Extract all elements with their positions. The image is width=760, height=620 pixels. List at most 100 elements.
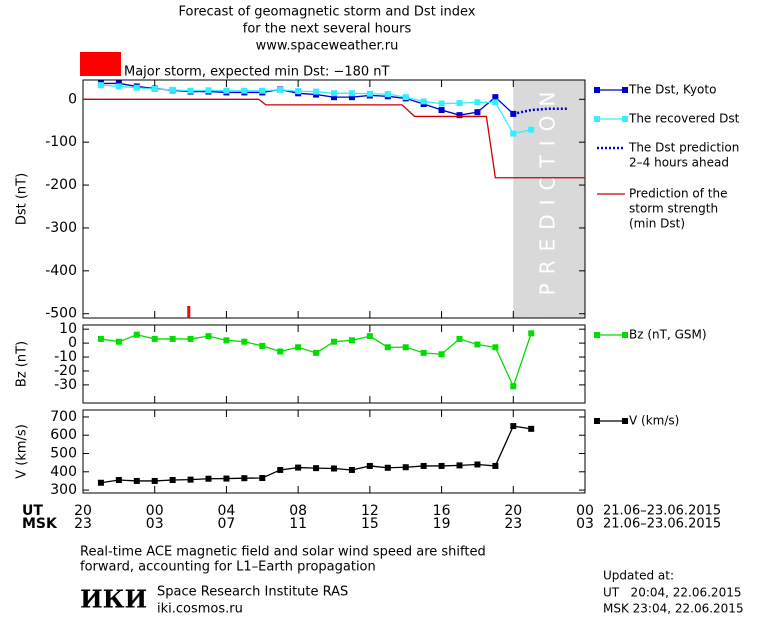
legend-label: (min Dst) — [629, 217, 685, 231]
x-tick-label: 12 — [361, 503, 379, 519]
point — [151, 477, 158, 484]
x2-tick-label: 19 — [433, 516, 451, 532]
point — [277, 466, 284, 473]
y-tick-label: -100 — [45, 134, 77, 150]
updated: Updated at: — [603, 569, 674, 583]
y-tick-label: -300 — [45, 220, 77, 236]
point — [366, 462, 373, 469]
legend-marker — [594, 418, 600, 424]
x-tick-label: 20 — [74, 503, 92, 519]
note: Real-time ACE magnetic field and solar w… — [80, 545, 486, 560]
x-tick-label: 00 — [576, 503, 594, 519]
x-tick-label: 00 — [146, 503, 164, 519]
x2-tick-label: 03 — [576, 516, 594, 532]
y-tick-label: 700 — [50, 409, 77, 425]
y-tick-label: -200 — [45, 177, 77, 193]
series-line — [100, 333, 532, 389]
legend-label: V (km/s) — [629, 414, 679, 428]
point — [402, 344, 409, 351]
point — [241, 87, 248, 94]
x2-tick-label: 07 — [218, 516, 236, 532]
y-tick-label: 300 — [50, 482, 77, 498]
y-tick-label: 600 — [50, 427, 77, 443]
prediction-label: PREDICTION — [536, 83, 560, 296]
point — [510, 130, 517, 137]
point — [456, 335, 463, 342]
point — [277, 86, 284, 93]
point — [528, 126, 535, 133]
legend-label: storm strength — [629, 202, 718, 216]
point — [420, 349, 427, 356]
point — [97, 479, 104, 486]
point — [438, 351, 445, 358]
panel-frame — [82, 79, 586, 319]
point — [313, 349, 320, 356]
y-tick-label: -30 — [54, 377, 77, 393]
point — [492, 462, 499, 469]
panel-frame — [82, 409, 586, 494]
point — [402, 464, 409, 471]
point — [115, 477, 122, 484]
y-tick-label: 10 — [59, 321, 77, 337]
point — [438, 100, 445, 107]
legend-marker — [622, 332, 628, 338]
y-tick-label: -500 — [45, 306, 77, 322]
title: www.spaceweather.ru — [256, 39, 399, 54]
point — [295, 344, 302, 351]
legend-label: 2–4 hours ahead — [629, 156, 729, 170]
point — [313, 465, 320, 472]
point — [169, 477, 176, 484]
point — [205, 333, 212, 340]
point — [492, 99, 499, 106]
legend-marker — [622, 116, 628, 122]
point — [97, 335, 104, 342]
point — [313, 88, 320, 95]
point — [205, 87, 212, 94]
point — [313, 91, 320, 98]
legend-label: Prediction of the — [629, 187, 728, 201]
logo: ИКИ — [80, 585, 147, 614]
note: forward, accounting for L1–Earth propaga… — [80, 560, 376, 575]
x-tick-label: 16 — [433, 503, 451, 519]
point — [169, 86, 176, 93]
y-tick-label: -400 — [45, 263, 77, 279]
point — [420, 98, 427, 105]
point — [97, 82, 104, 89]
point — [187, 476, 194, 483]
point — [331, 465, 337, 472]
series-line — [513, 107, 568, 116]
x-tick-label: 08 — [289, 503, 307, 519]
updated: UT 20:04, 22.06.2015 — [603, 586, 741, 600]
point — [492, 344, 499, 351]
point — [115, 338, 122, 345]
y-tick-label: -20 — [54, 363, 77, 379]
y-tick-label: 400 — [50, 464, 77, 480]
legend-marker — [622, 87, 628, 93]
point — [223, 475, 230, 482]
point — [277, 348, 284, 355]
point — [133, 477, 140, 484]
point — [474, 99, 481, 106]
legend-label: Bz (nT, GSM) — [629, 328, 707, 342]
point — [456, 462, 463, 469]
point — [492, 94, 499, 101]
title: Forecast of geomagnetic storm and Dst in… — [178, 5, 475, 20]
point — [348, 94, 355, 101]
point — [348, 466, 355, 473]
point — [438, 462, 445, 469]
point — [348, 90, 355, 97]
x2-tick-label: 03 — [146, 516, 164, 532]
point — [528, 330, 535, 337]
legend-marker — [594, 116, 600, 122]
y-tick-label: 500 — [50, 446, 77, 462]
point — [384, 91, 391, 98]
y-axis-label: Dst (nT) — [15, 173, 30, 225]
point — [402, 94, 409, 101]
point — [151, 335, 158, 342]
date-range: 21.06–23.06.2015 — [603, 517, 721, 532]
point — [115, 83, 122, 90]
point — [187, 87, 194, 94]
point — [348, 337, 355, 344]
point — [474, 341, 481, 348]
